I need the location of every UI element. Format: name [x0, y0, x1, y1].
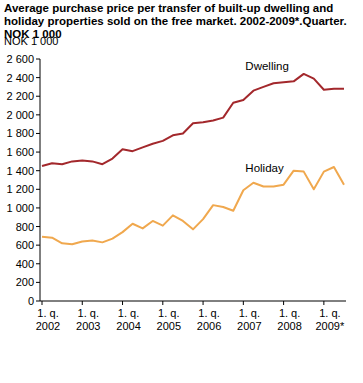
series-line [42, 74, 344, 166]
y-tick-label: 1 600 [6, 146, 34, 158]
x-axis [40, 301, 346, 302]
x-tick [203, 301, 204, 305]
y-tick-label: 400 [16, 258, 34, 270]
x-tick-label: 1. q.2004 [116, 307, 140, 332]
y-tick-label: 1 000 [6, 202, 34, 214]
y-tick-label: 1 400 [6, 165, 34, 177]
y-tick [36, 77, 40, 78]
y-tick-label: 0 [28, 295, 34, 307]
x-tick-label: 1. q.2007 [237, 307, 261, 332]
legend-label: Holiday [245, 162, 284, 174]
y-tick [36, 170, 40, 171]
y-tick [36, 152, 40, 153]
y-tick [36, 114, 40, 115]
y-tick-label: 800 [16, 221, 34, 233]
y-tick-label: 2 000 [6, 109, 34, 121]
y-tick [36, 189, 40, 190]
y-tick [36, 207, 40, 208]
y-tick-label: 600 [16, 239, 34, 251]
legend-label: Dwelling [245, 60, 288, 72]
x-tick [323, 301, 324, 305]
y-axis-label: NOK 1 000 [4, 35, 58, 47]
y-tick [36, 59, 40, 60]
x-tick-label: 1. q.2003 [76, 307, 100, 332]
y-tick [36, 282, 40, 283]
x-tick [82, 301, 83, 305]
y-tick [36, 133, 40, 134]
x-tick [283, 301, 284, 305]
y-tick [36, 226, 40, 227]
x-tick-label: 1. q.2009* [315, 307, 344, 332]
x-tick [42, 301, 43, 305]
y-tick-label: 1 800 [6, 127, 34, 139]
y-tick-label: 2 400 [6, 72, 34, 84]
x-tick [122, 301, 123, 305]
y-tick [36, 263, 40, 264]
x-tick-label: 1. q.2006 [197, 307, 221, 332]
y-tick [36, 245, 40, 246]
y-tick [36, 96, 40, 97]
x-tick-label: 1. q.2008 [277, 307, 301, 332]
x-tick [162, 301, 163, 305]
series-line [42, 167, 344, 244]
y-axis [40, 59, 41, 301]
y-tick-label: 2 200 [6, 90, 34, 102]
y-tick-label: 2 600 [6, 53, 34, 65]
x-tick-label: 1. q.2005 [157, 307, 181, 332]
x-tick [243, 301, 244, 305]
y-tick [36, 301, 40, 302]
y-tick-label: 200 [16, 276, 34, 288]
y-tick-label: 1 200 [6, 183, 34, 195]
plot-area [42, 74, 344, 244]
x-tick-label: 1. q.2002 [36, 307, 60, 332]
